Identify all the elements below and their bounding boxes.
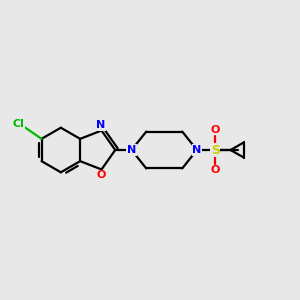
Text: Cl: Cl: [13, 119, 25, 129]
Text: O: O: [97, 170, 106, 180]
Text: S: S: [211, 143, 220, 157]
Text: N: N: [96, 120, 106, 130]
Text: N: N: [127, 145, 136, 155]
Text: O: O: [211, 165, 220, 175]
Text: O: O: [211, 125, 220, 135]
Text: N: N: [192, 145, 202, 155]
